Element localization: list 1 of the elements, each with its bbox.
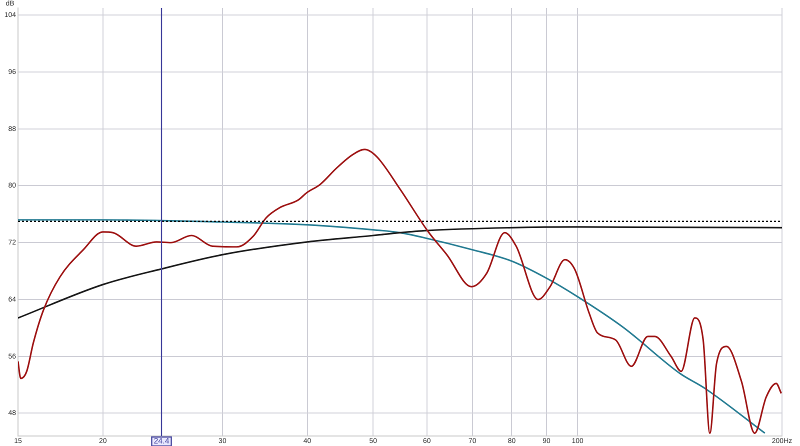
ref-line-label: 24.4 [154, 436, 170, 446]
